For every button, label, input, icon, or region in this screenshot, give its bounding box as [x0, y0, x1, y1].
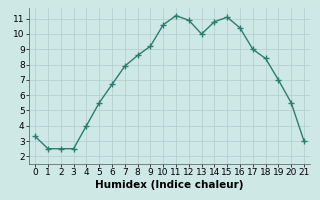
X-axis label: Humidex (Indice chaleur): Humidex (Indice chaleur)	[95, 180, 244, 190]
